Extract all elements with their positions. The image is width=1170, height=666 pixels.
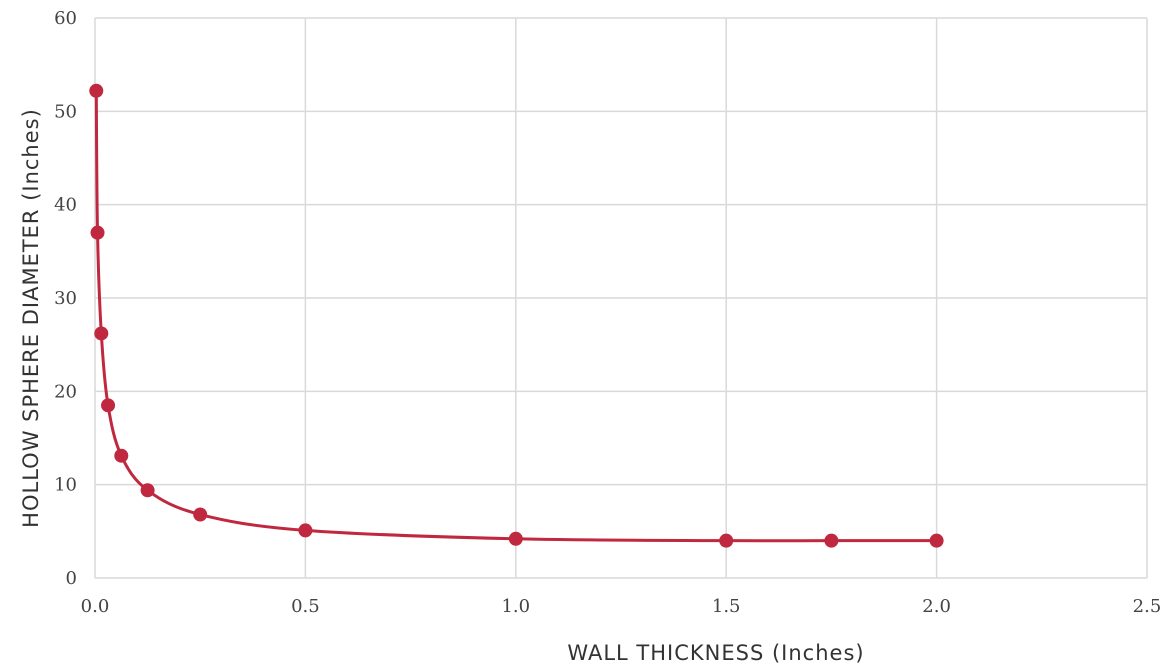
x-tick-label: 2.0 (922, 596, 951, 617)
series-line (94, 90, 937, 543)
x-axis-title: WALL THICKNESS (Inches) (567, 641, 864, 665)
data-point (114, 448, 129, 463)
x-tick-label: 1.0 (501, 596, 530, 617)
y-tick-label: 10 (54, 475, 77, 496)
x-tick-label: 2.5 (1133, 596, 1162, 617)
y-tick-label: 50 (54, 101, 77, 122)
y-tick-label: 30 (54, 288, 77, 309)
data-point (508, 531, 523, 546)
x-tick-label: 1.5 (712, 596, 741, 617)
data-point (824, 533, 839, 548)
data-point (193, 507, 208, 522)
data-point (719, 533, 734, 548)
data-point (140, 483, 155, 498)
grid (94, 17, 1148, 579)
x-tick-label: 0.5 (291, 596, 320, 617)
y-axis-title: HOLLOW SPHERE DIAMETER (Inches) (19, 108, 43, 528)
data-point (90, 225, 105, 240)
data-point (929, 533, 944, 548)
data-point (89, 83, 104, 98)
data-points (89, 83, 944, 548)
y-tick-label: 40 (54, 195, 77, 216)
data-point (101, 398, 116, 413)
y-tick-label: 20 (54, 381, 77, 402)
data-point (94, 326, 109, 341)
y-tick-label: 0 (66, 568, 77, 589)
x-tick-label: 0.0 (81, 596, 110, 617)
tick-labels: 0.0 0.5 1.0 1.5 2.0 2.5 0 10 20 30 40 50 60 (54, 8, 1161, 617)
y-tick-label: 60 (54, 8, 77, 29)
data-point (298, 523, 313, 538)
